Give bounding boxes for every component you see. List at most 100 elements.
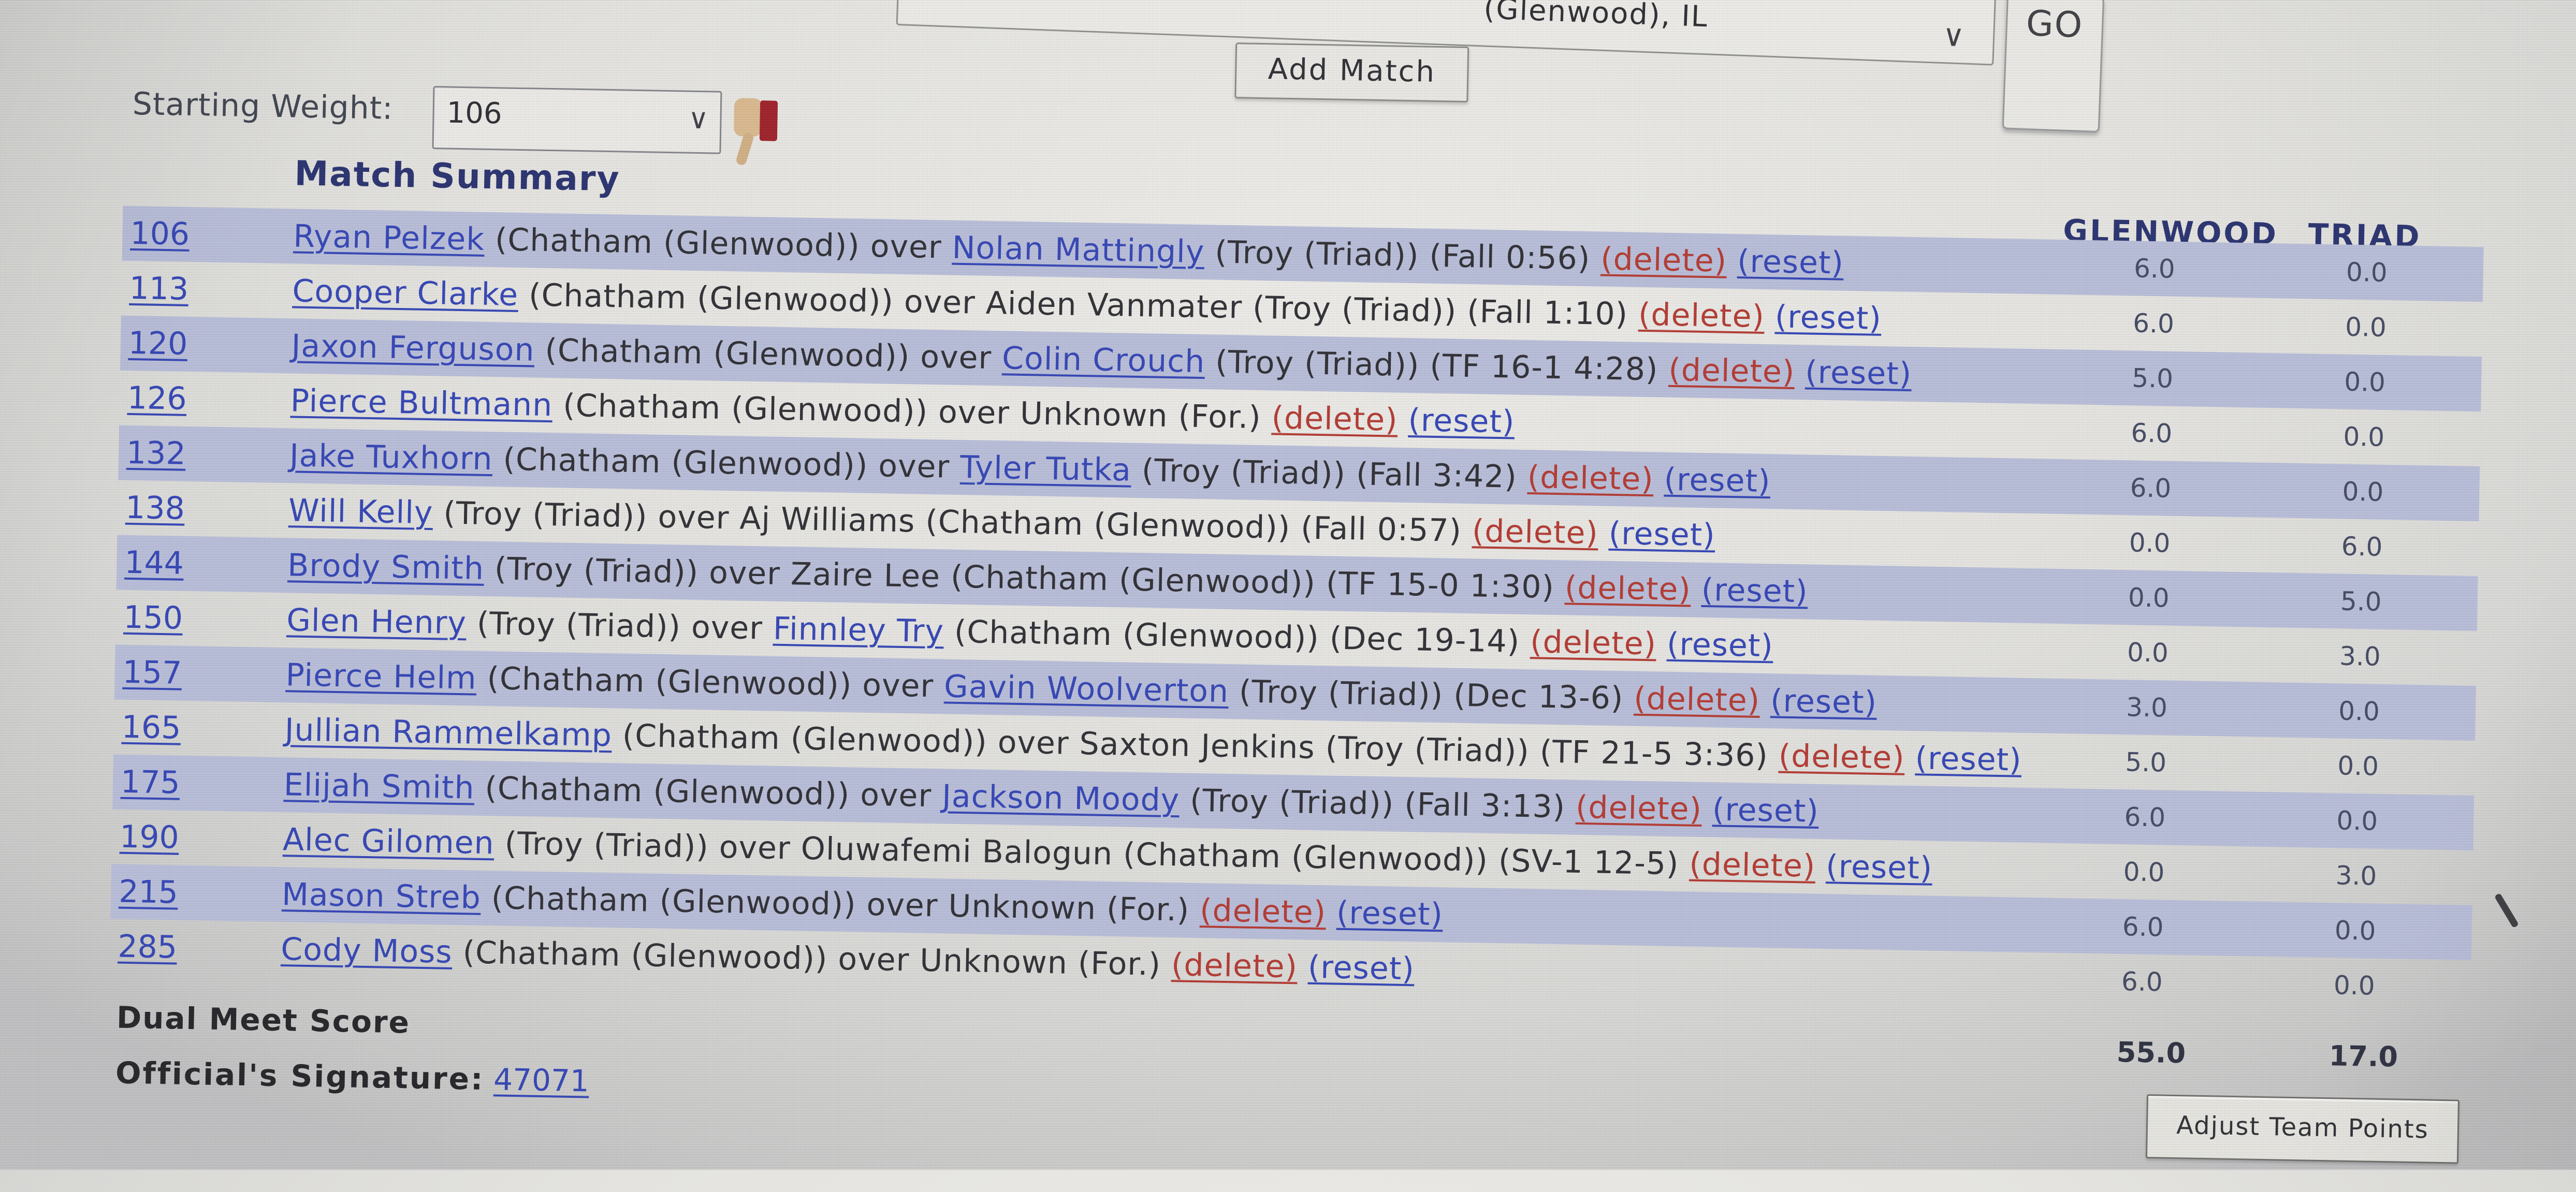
reset-link[interactable]: (reset) [1712,791,1820,830]
glenwood-score: 0.0 [2127,637,2169,668]
triad-score: 0.0 [2333,970,2376,1001]
reset-link[interactable]: (reset) [1701,571,1809,610]
wrestler-link[interactable]: Mason Streb [281,876,482,916]
wrestler-link[interactable]: Finnley Try [773,610,944,650]
weight-class-link[interactable]: 144 [124,544,184,582]
match-text: (Chatham (Glenwood)) over Unknown (For.) [481,879,1200,929]
match-text: (Troy (Triad)) over Zaire Lee (Chatham (… [484,550,1565,606]
reset-link[interactable]: (reset) [1770,683,1878,721]
glenwood-score: 0.0 [2129,527,2171,558]
reset-link[interactable]: (reset) [1608,515,1716,554]
match-text: (Chatham (Glenwood)) over Aiden Vanmater… [518,276,1639,333]
delete-link[interactable]: (delete) [1564,569,1692,608]
delete-link[interactable]: (delete) [1527,459,1654,498]
reset-link[interactable]: (reset) [1666,626,1774,665]
triad-score: 6.0 [2341,531,2383,562]
wrestler-link[interactable]: Tyler Tutka [959,449,1132,489]
glenwood-score: 6.0 [2124,802,2166,833]
weight-class-link[interactable]: 106 [129,215,190,253]
wrestler-link[interactable]: Pierce Bultmann [290,382,553,424]
reset-link[interactable]: (reset) [1915,740,2022,778]
weight-class-link[interactable]: 138 [125,489,185,527]
match-text [1795,354,1806,390]
match-text: (Chatham (Glenwood)) over [534,332,1002,377]
wrestler-link[interactable]: Jaxon Ferguson [291,328,535,369]
delete-link[interactable]: (delete) [1778,738,1905,776]
delete-link[interactable]: (delete) [1638,296,1765,335]
weight-class-link[interactable]: 285 [117,928,178,966]
match-summary-title: Match Summary [294,153,621,199]
weight-class-link[interactable]: 113 [129,270,189,307]
wrestler-link[interactable]: Jake Tuxhorn [289,437,493,478]
match-text [1598,515,1609,551]
weight-class-link[interactable]: 190 [119,818,180,856]
wrestler-link[interactable]: Elijah Smith [283,767,475,806]
match-text [1815,848,1826,885]
triad-score: 0.0 [2346,257,2388,288]
match-text: (Chatham (Glenwood)) over [492,441,960,485]
match-text [1726,243,1737,279]
wrestler-link[interactable]: Will Kelly [288,492,434,532]
reset-link[interactable]: (reset) [1336,894,1444,933]
wrestler-link[interactable]: Cooper Clarke [292,273,519,313]
triad-score: 0.0 [2336,805,2378,836]
triad-score: 3.0 [2339,641,2381,672]
match-text: (Troy (Triad)) over Aj Williams (Chatham… [432,495,1473,550]
reset-link[interactable]: (reset) [1408,402,1515,440]
wrestler-link[interactable]: Gavin Woolverton [943,668,1229,710]
match-text: (Troy (Triad)) (Fall 3:42) [1131,452,1528,496]
delete-link[interactable]: (delete) [1530,624,1657,663]
wrestler-link[interactable]: Jullian Rammelkamp [284,712,613,754]
weight-class-link[interactable]: 120 [128,325,188,362]
delete-link[interactable]: (delete) [1472,513,1599,552]
reset-link[interactable]: (reset) [1737,243,1844,282]
wrestler-link[interactable]: Ryan Pelzek [293,218,485,258]
wrestler-link[interactable]: Colin Crouch [1001,340,1205,380]
thumb-finger-shape [735,131,755,167]
wrestler-link[interactable]: Jackson Moody [941,778,1180,819]
weight-class-link[interactable]: 165 [121,709,181,746]
delete-link[interactable]: (delete) [1199,892,1327,931]
officials-signature-link[interactable]: 47071 [493,1062,590,1099]
reset-link[interactable]: (reset) [1804,354,1912,392]
delete-link[interactable]: (delete) [1271,400,1399,438]
glenwood-score: 0.0 [2128,582,2170,613]
delete-link[interactable]: (delete) [1668,351,1795,391]
weight-class-link[interactable]: 175 [120,763,181,801]
starting-weight-select[interactable]: 106 ∨ [432,86,722,154]
wrestler-link[interactable]: Alec Gilomen [282,821,495,862]
add-match-button[interactable]: Add Match [1234,42,1469,102]
weight-class-link[interactable]: 126 [127,379,187,417]
match-text [1653,461,1664,497]
reset-link[interactable]: (reset) [1825,848,1933,887]
delete-link[interactable]: (delete) [1689,846,1816,885]
reset-link[interactable]: (reset) [1774,299,1882,337]
wrestler-link[interactable]: Brody Smith [287,547,485,587]
delete-link[interactable]: (delete) [1600,241,1727,279]
glenwood-score: 5.0 [2125,747,2167,778]
wrestler-link[interactable]: Glen Henry [286,602,467,642]
adjust-team-points-button[interactable]: Adjust Team Points [2145,1094,2459,1164]
weight-class-link[interactable]: 215 [118,873,179,911]
wrestler-link[interactable]: Nolan Mattingly [952,229,1205,271]
thumbs-down-icon[interactable] [733,94,784,170]
glenwood-score: 6.0 [2132,308,2175,339]
reset-link[interactable]: (reset) [1664,461,1771,500]
delete-link[interactable]: (delete) [1575,789,1702,828]
weight-class-link[interactable]: 150 [123,599,183,637]
reset-link[interactable]: (reset) [1307,949,1415,988]
weight-class-link[interactable]: 157 [122,654,182,691]
glenwood-score: 6.0 [2130,473,2172,504]
weight-class-link[interactable]: 132 [126,434,186,472]
glenwood-score: 3.0 [2126,692,2168,723]
match-text [1701,791,1712,828]
officials-signature-label: Official's Signature: [115,1055,485,1097]
wrestler-link[interactable]: Cody Moss [280,931,453,970]
match-text: (Chatham (Glenwood)) over Unknown (For.) [552,387,1272,436]
thumb-fist-shape [733,98,763,137]
go-button[interactable]: GO [2002,0,2105,133]
officials-signature-row: Official's Signature: 47071 [115,1047,590,1107]
delete-link[interactable]: (delete) [1171,947,1298,985]
wrestler-link[interactable]: Pierce Helm [285,657,477,697]
delete-link[interactable]: (delete) [1633,680,1760,719]
